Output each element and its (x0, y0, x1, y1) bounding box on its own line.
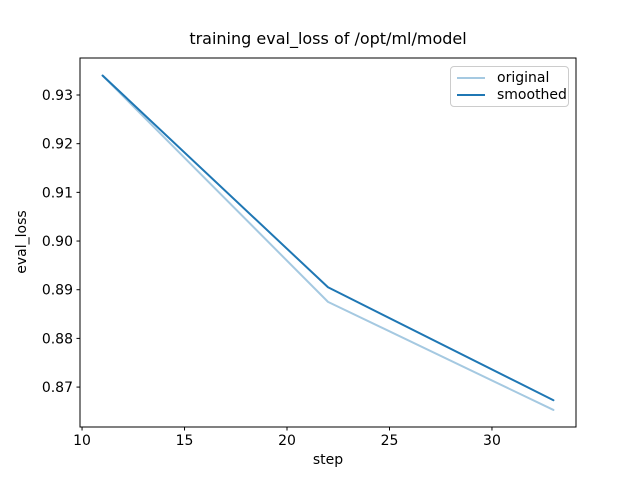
y-tick-label: 0.92 (42, 137, 73, 153)
legend-item-smoothed: smoothed (457, 87, 567, 104)
y-tick-label: 0.89 (42, 283, 73, 299)
y-tick-label: 0.93 (42, 88, 73, 104)
series-line-original (101, 74, 555, 411)
x-tick-label: 30 (483, 433, 501, 449)
legend-line-swatch-original (457, 77, 485, 80)
x-axis-label: step (312, 452, 344, 468)
legend-label-smoothed: smoothed (497, 86, 567, 103)
x-tick-label: 25 (381, 433, 399, 449)
x-tick-label: 10 (73, 433, 91, 449)
legend-label-original: original (497, 70, 550, 87)
legend-line-swatch-smoothed (457, 93, 485, 96)
x-tick-label: 20 (278, 433, 296, 449)
y-axis-label: eval_loss (14, 210, 30, 274)
y-tick-label: 0.88 (42, 331, 73, 347)
legend-item-original: original (457, 70, 562, 87)
axes-frame (79, 57, 577, 428)
legend: original smoothed (450, 66, 569, 107)
y-tick-label: 0.87 (42, 380, 73, 396)
y-tick-label: 0.90 (42, 234, 73, 250)
chart-title: training eval_loss of /opt/ml/model (189, 29, 467, 48)
x-tick-label: 15 (176, 433, 194, 449)
series-line-smoothed (101, 74, 555, 402)
y-tick-label: 0.91 (42, 185, 73, 201)
